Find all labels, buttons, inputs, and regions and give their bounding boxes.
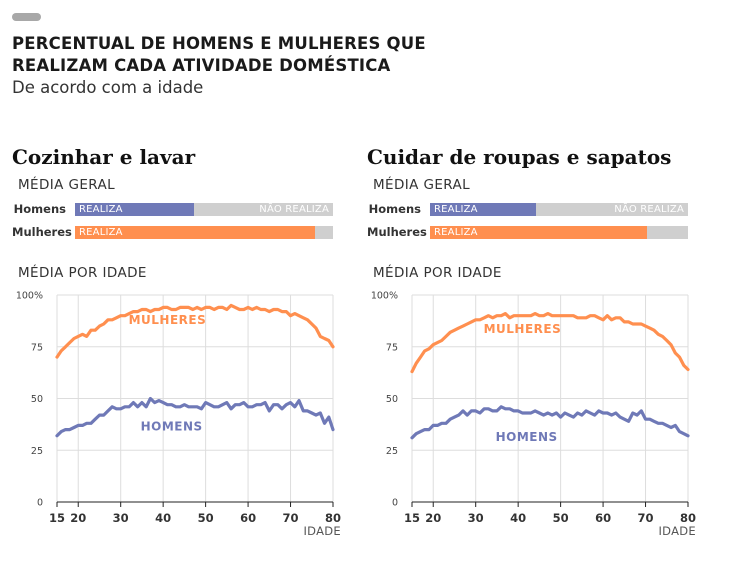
chart-1-series-homens-label: HOMENS <box>141 419 203 433</box>
chart-2-y-tick-75: 75 <box>386 342 398 353</box>
chart-2-bar-mulheres: REALIZA <box>430 226 688 239</box>
chart-1-bar-homens-nao-realiza-label: NÃO REALIZA <box>259 204 329 215</box>
chart-1-bar-homens-label: Homens <box>13 202 66 216</box>
chart-1-y-tick-25: 25 <box>31 446 43 457</box>
chart-1-series-mulheres-label: MULHERES <box>129 313 207 327</box>
panel-cuidar-de-roupas: Cuidar de roupas e sapatos MÉDIA GERAL Hom… <box>367 145 727 555</box>
chart-1-media-geral-label: MÉDIA GERAL <box>18 177 116 193</box>
chart-1-bar-mulheres: REALIZA <box>75 226 333 239</box>
chart-1-bar-mulheres-fill: REALIZA <box>75 226 315 239</box>
chart-1-series-mulheres-line <box>55 303 335 359</box>
chart-2-media-por-idade-label: MÉDIA POR IDADE <box>373 265 502 281</box>
chart-2-x-tick-60: 60 <box>595 511 611 525</box>
chart-1-x-tick-70: 70 <box>283 511 299 525</box>
chart-2-bar-homens-realiza-label: REALIZA <box>434 204 478 215</box>
chart-2-series-homens-label: HOMENS <box>496 430 558 444</box>
chart-2-x-tick-80: 80 <box>680 511 696 525</box>
chart-2-bar-homens-label: Homens <box>368 202 421 216</box>
chart-1-x-tick-20: 20 <box>70 511 86 525</box>
chart-2-y-tick-0: 0 <box>392 498 398 509</box>
panel-cozinhar-e-lavar: Cozinhar e lavar MÉDIA GERAL Homens REALIZA… <box>12 145 372 555</box>
chart-1-x-axis-label: IDADE <box>303 524 341 538</box>
chart-2-bar-homens-fill: REALIZA <box>430 203 536 216</box>
drag-handle[interactable] <box>12 13 41 21</box>
chart-1-y-tick-50: 50 <box>31 394 43 405</box>
chart-1-y-tick-75: 75 <box>31 342 43 353</box>
chart-2-x-tick-40: 40 <box>510 511 526 525</box>
chart-1-bar-homens: REALIZA NÃO REALIZA <box>75 203 333 216</box>
page-subtitle: De acordo com a idade <box>12 78 204 97</box>
chart-2-series-mulheres-line <box>410 312 690 374</box>
chart-1-bar-homens-realiza-label: REALIZA <box>79 204 123 215</box>
chart-2-series-homens-line <box>410 405 690 440</box>
chart-1-x-tick-30: 30 <box>113 511 129 525</box>
chart-1-media-por-idade-label: MÉDIA POR IDADE <box>18 265 147 281</box>
page-title: PERCENTUAL DE HOMENS E MULHERES QUE REAL… <box>12 33 572 77</box>
chart-2-y-tick-100: 100% <box>371 291 398 302</box>
chart-2-bar-homens: REALIZA NÃO REALIZA <box>430 203 688 216</box>
page-title-line-2: REALIZAM CADA ATIVIDADE DOMÉSTICA <box>12 56 391 75</box>
chart-2-bar-mulheres-fill: REALIZA <box>430 226 647 239</box>
chart-1-y-tick-0: 0 <box>37 498 43 509</box>
chart-1-bar-homens-fill: REALIZA <box>75 203 194 216</box>
chart-1-x-tick-80: 80 <box>325 511 341 525</box>
chart-2-x-tick-30: 30 <box>468 511 484 525</box>
chart-2-title: Cuidar de roupas e sapatos <box>367 145 672 169</box>
chart-1-x-tick-15: 15 <box>49 511 65 525</box>
chart-2-x-tick-20: 20 <box>425 511 441 525</box>
chart-2-x-tick-70: 70 <box>638 511 654 525</box>
chart-2-media-geral-label: MÉDIA GERAL <box>373 177 471 193</box>
chart-1-x-tick-40: 40 <box>155 511 171 525</box>
chart-2-series-mulheres-label: MULHERES <box>484 322 562 336</box>
chart-2-bar-mulheres-label: Mulheres <box>367 225 427 239</box>
chart-2-bar-homens-nao-realiza-label: NÃO REALIZA <box>614 204 684 215</box>
chart-1-x-tick-60: 60 <box>240 511 256 525</box>
chart-2-x-tick-15: 15 <box>404 511 420 525</box>
chart-1-x-tick-50: 50 <box>198 511 214 525</box>
chart-1-bar-mulheres-label: Mulheres <box>12 225 72 239</box>
chart-1-y-tick-100: 100% <box>16 291 43 302</box>
chart-2-x-tick-50: 50 <box>553 511 569 525</box>
chart-2-x-axis-label: IDADE <box>658 524 696 538</box>
chart-2-bar-mulheres-realiza-label: REALIZA <box>434 227 478 238</box>
chart-1-title: Cozinhar e lavar <box>12 145 196 169</box>
chart-2-y-tick-50: 50 <box>386 394 398 405</box>
chart-1-series-homens-line <box>55 396 335 438</box>
chart-1-bar-mulheres-realiza-label: REALIZA <box>79 227 123 238</box>
chart-2-y-tick-25: 25 <box>386 446 398 457</box>
page-title-line-1: PERCENTUAL DE HOMENS E MULHERES QUE <box>12 34 426 53</box>
